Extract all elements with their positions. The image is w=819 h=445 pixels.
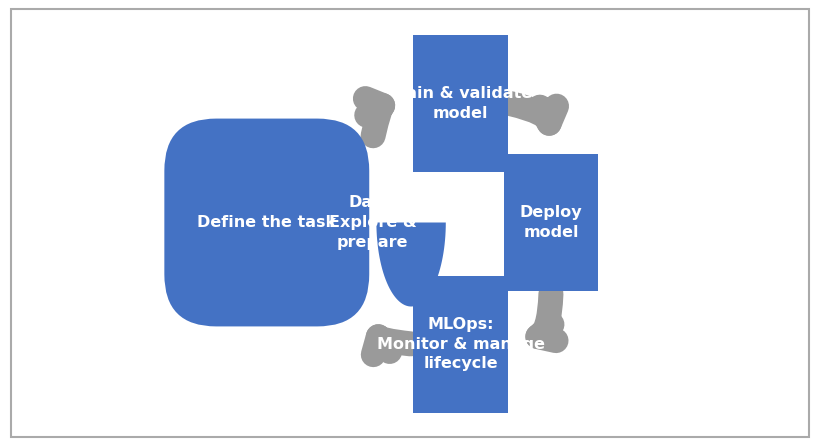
Text: Train & validate
model: Train & validate model bbox=[388, 86, 532, 121]
Text: Data:
Explore &
prepare: Data: Explore & prepare bbox=[328, 195, 416, 250]
FancyBboxPatch shape bbox=[503, 154, 598, 291]
Polygon shape bbox=[299, 222, 446, 307]
FancyBboxPatch shape bbox=[413, 275, 508, 413]
FancyBboxPatch shape bbox=[413, 35, 508, 172]
Text: Define the task: Define the task bbox=[197, 215, 336, 230]
FancyBboxPatch shape bbox=[164, 118, 369, 327]
Polygon shape bbox=[314, 194, 332, 251]
Text: Deploy
model: Deploy model bbox=[519, 205, 581, 240]
Text: MLOps:
Monitor & manage
lifecycle: MLOps: Monitor & manage lifecycle bbox=[376, 317, 544, 372]
